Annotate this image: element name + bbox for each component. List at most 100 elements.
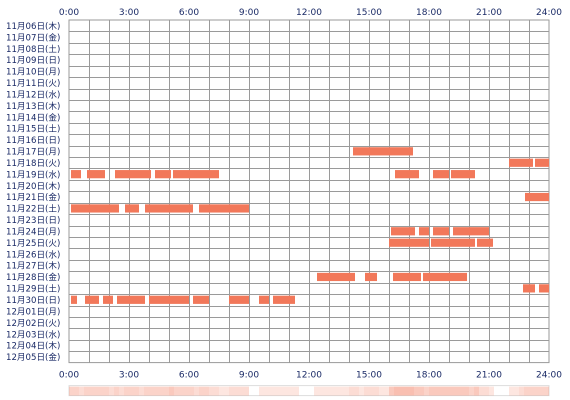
- summary-strip-cell: [519, 386, 524, 396]
- day-label: 11月29日(土): [6, 283, 60, 295]
- summary-strip-cell: [69, 386, 74, 396]
- summary-strip-cell: [339, 386, 344, 396]
- day-label: 11月06日(木): [6, 20, 60, 32]
- summary-strip-cell: [329, 386, 334, 396]
- x-tick-label-bottom: 24:00: [536, 371, 562, 381]
- day-label: 11月13日(木): [6, 100, 60, 112]
- activity-bar: [199, 204, 249, 213]
- summary-strip-cell: [419, 386, 424, 396]
- summary-strip-cell: [529, 386, 534, 396]
- summary-strip-cell: [119, 386, 124, 396]
- summary-strip-cell: [84, 386, 89, 396]
- activity-bar: [477, 238, 493, 247]
- summary-strip-cell: [279, 386, 284, 396]
- day-label: 11月15日(土): [6, 123, 60, 135]
- day-label: 11月14日(金): [6, 111, 60, 123]
- activity-bar: [509, 158, 533, 167]
- summary-strip-cell: [479, 386, 484, 396]
- activity-bar: [317, 272, 355, 282]
- day-label: 11月19日(水): [6, 168, 60, 180]
- summary-strip-cell: [259, 386, 264, 396]
- summary-strip-cell: [489, 386, 494, 396]
- summary-strip-cell: [374, 386, 379, 396]
- day-label: 11月07日(金): [6, 31, 60, 43]
- summary-strip-cell: [244, 386, 249, 396]
- summary-strip-cell: [534, 386, 539, 396]
- activity-bar: [535, 158, 549, 167]
- activity-bar: [395, 170, 419, 179]
- activity-bar: [155, 170, 171, 179]
- activity-bar: [393, 272, 421, 282]
- day-label: 12月03日(水): [6, 328, 60, 340]
- day-label: 11月20日(木): [6, 180, 60, 192]
- summary-strip-cell: [409, 386, 414, 396]
- summary-strip-cell: [389, 386, 394, 396]
- activity-bar: [229, 295, 249, 304]
- activity-bar: [431, 238, 475, 247]
- summary-strip-cell: [99, 386, 104, 396]
- activity-bar: [451, 170, 475, 179]
- day-label: 11月12日(水): [6, 88, 60, 100]
- day-label: 12月02日(火): [6, 318, 60, 329]
- day-label: 11月11日(火): [6, 78, 60, 89]
- activity-bar: [423, 272, 467, 282]
- summary-strip-cell: [224, 386, 229, 396]
- day-label: 11月26日(水): [6, 248, 60, 260]
- summary-strip-cell: [149, 386, 154, 396]
- summary-strip-cell: [114, 386, 119, 396]
- summary-strip-cell: [334, 386, 339, 396]
- summary-strip-cell: [214, 386, 219, 396]
- x-tick-label-bottom: 6:00: [179, 371, 199, 381]
- summary-strip-cell: [344, 386, 349, 396]
- day-label: 11月09日(日): [6, 55, 60, 66]
- summary-strip-cell: [294, 386, 299, 396]
- summary-strip-cell: [74, 386, 79, 396]
- activity-bar: [193, 295, 209, 304]
- x-tick-label-top: 3:00: [119, 8, 139, 18]
- summary-strip-cell: [354, 386, 359, 396]
- activity-bar: [71, 204, 119, 213]
- summary-strip-cell: [194, 386, 199, 396]
- day-label: 12月05日(金): [6, 351, 60, 363]
- x-tick-label-bottom: 0:00: [59, 371, 79, 381]
- summary-strip-cell: [444, 386, 449, 396]
- activity-bar: [353, 147, 413, 156]
- summary-strip-cell: [509, 386, 514, 396]
- summary-strip-cell: [324, 386, 329, 396]
- day-label: 11月30日(日): [6, 295, 60, 306]
- summary-strip-cell: [369, 386, 374, 396]
- summary-strip-cell: [399, 386, 404, 396]
- day-label: 11月27日(木): [6, 260, 60, 272]
- day-label: 11月16日(日): [6, 135, 60, 146]
- summary-strip-cell: [159, 386, 164, 396]
- activity-bar: [71, 170, 81, 179]
- summary-strip-cell: [539, 386, 544, 396]
- activity-bar: [389, 238, 429, 247]
- x-tick-label-top: 6:00: [179, 8, 199, 18]
- activity-bar: [173, 170, 219, 179]
- summary-strip-cell: [414, 386, 419, 396]
- summary-strip-cell: [89, 386, 94, 396]
- summary-strip-cell: [179, 386, 184, 396]
- activity-bar: [145, 204, 193, 213]
- summary-strip-cell: [449, 386, 454, 396]
- summary-strip-cell: [459, 386, 464, 396]
- summary-strip-cell: [379, 386, 384, 396]
- activity-bar: [453, 227, 489, 236]
- summary-strip-cell: [109, 386, 114, 396]
- summary-strip-cell: [434, 386, 439, 396]
- summary-strip-cell: [349, 386, 354, 396]
- summary-strip-cell: [239, 386, 244, 396]
- x-tick-label-bottom: 18:00: [416, 371, 442, 381]
- day-label: 11月25日(火): [6, 238, 60, 249]
- activity-bar: [149, 295, 189, 304]
- summary-strip-cell: [219, 386, 224, 396]
- summary-strip: [68, 385, 550, 397]
- summary-strip-cell: [424, 386, 429, 396]
- summary-strip-cell: [124, 386, 129, 396]
- summary-strip-cell: [104, 386, 109, 396]
- summary-strip-cell: [174, 386, 179, 396]
- summary-strip-cell: [229, 386, 234, 396]
- x-tick-label-bottom: 15:00: [356, 371, 382, 381]
- summary-strip-cell: [314, 386, 319, 396]
